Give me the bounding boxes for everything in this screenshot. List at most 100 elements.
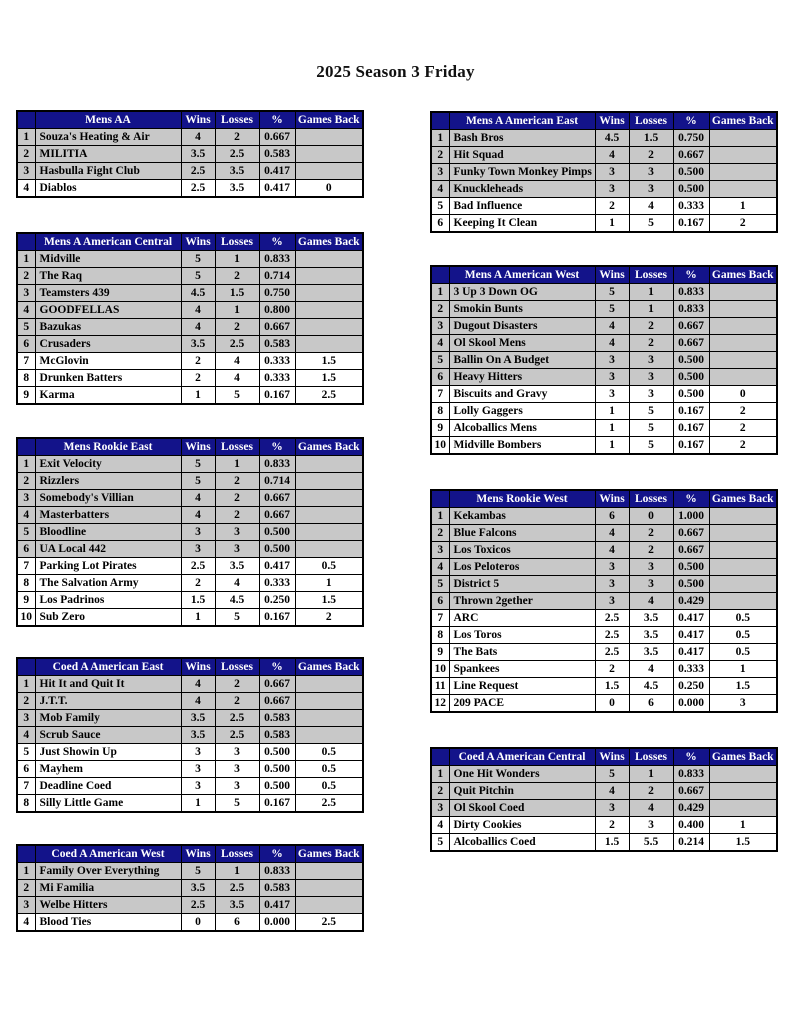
team-cell: Alcoballics Mens bbox=[448, 419, 596, 437]
standings-table: Mens A American East Wins Losses % Games… bbox=[430, 111, 778, 233]
pct-cell: 0.167 bbox=[258, 608, 296, 627]
team-cell: Heavy Hitters bbox=[448, 368, 596, 386]
losses-cell: 3.5 bbox=[214, 179, 260, 198]
header-rank-cell bbox=[16, 437, 36, 456]
wins-cell: 2 bbox=[180, 352, 216, 370]
losses-cell: 3 bbox=[628, 368, 674, 386]
losses-cell: 1.5 bbox=[628, 129, 674, 147]
wins-cell: 3.5 bbox=[180, 335, 216, 353]
losses-cell: 3 bbox=[214, 777, 260, 795]
wins-cell: 1 bbox=[594, 436, 630, 455]
standings-table: Mens Rookie West Wins Losses % Games Bac… bbox=[430, 489, 778, 713]
table-header-row: Mens Rookie West Wins Losses % Games Bac… bbox=[430, 489, 778, 508]
team-cell: Midville bbox=[34, 250, 182, 268]
team-cell: One Hit Wonders bbox=[448, 765, 596, 783]
losses-cell: 2 bbox=[628, 782, 674, 800]
rank-cell: 4 bbox=[430, 334, 450, 352]
rank-cell: 5 bbox=[430, 197, 450, 215]
games-back-cell bbox=[708, 317, 778, 335]
rank-cell: 3 bbox=[16, 284, 36, 302]
wins-cell: 3 bbox=[594, 385, 630, 403]
pct-cell: 0.583 bbox=[258, 726, 296, 744]
wins-cell: 1.5 bbox=[594, 833, 630, 852]
wins-cell: 4 bbox=[594, 541, 630, 559]
wins-cell: 6 bbox=[594, 507, 630, 525]
wins-cell: 2.5 bbox=[180, 557, 216, 575]
table-row: 12 209 PACE 0 6 0.000 3 bbox=[430, 694, 778, 713]
header-wins-cell: Wins bbox=[594, 265, 630, 284]
pct-cell: 0.500 bbox=[258, 760, 296, 778]
table-row: 9 Karma 1 5 0.167 2.5 bbox=[16, 386, 364, 405]
pct-cell: 0.333 bbox=[672, 660, 710, 678]
team-cell: Los Padrinos bbox=[34, 591, 182, 609]
pct-cell: 1.000 bbox=[672, 507, 710, 525]
rank-cell: 2 bbox=[430, 300, 450, 318]
table-row: 1 Kekambas 6 0 1.000 bbox=[430, 507, 778, 525]
losses-cell: 3.5 bbox=[628, 626, 674, 644]
rank-cell: 9 bbox=[430, 419, 450, 437]
games-back-cell bbox=[708, 524, 778, 542]
pct-cell: 0.667 bbox=[672, 524, 710, 542]
games-back-cell: 2 bbox=[708, 214, 778, 233]
games-back-cell: 0.5 bbox=[708, 626, 778, 644]
table-row: 6 Mayhem 3 3 0.500 0.5 bbox=[16, 760, 364, 778]
losses-cell: 3 bbox=[628, 575, 674, 593]
pct-cell: 0.333 bbox=[258, 574, 296, 592]
wins-cell: 4 bbox=[594, 782, 630, 800]
pct-cell: 0.500 bbox=[672, 385, 710, 403]
team-cell: Bloodline bbox=[34, 523, 182, 541]
wins-cell: 3 bbox=[180, 777, 216, 795]
rank-cell: 3 bbox=[16, 489, 36, 507]
table-row: 8 The Salvation Army 2 4 0.333 1 bbox=[16, 574, 364, 592]
header-division-cell: Mens A American Central bbox=[34, 232, 182, 251]
team-cell: Teamsters 439 bbox=[34, 284, 182, 302]
wins-cell: 3 bbox=[180, 540, 216, 558]
games-back-cell bbox=[294, 692, 364, 710]
games-back-cell bbox=[294, 489, 364, 507]
rank-cell: 10 bbox=[16, 608, 36, 627]
rank-cell: 1 bbox=[430, 283, 450, 301]
table-header-row: Mens A American East Wins Losses % Games… bbox=[430, 111, 778, 130]
table-row: 10 Midville Bombers 1 5 0.167 2 bbox=[430, 436, 778, 455]
losses-cell: 2 bbox=[214, 506, 260, 524]
losses-cell: 5 bbox=[628, 436, 674, 455]
pct-cell: 0.833 bbox=[672, 300, 710, 318]
team-cell: The Bats bbox=[448, 643, 596, 661]
losses-cell: 3.5 bbox=[628, 643, 674, 661]
games-back-cell bbox=[708, 782, 778, 800]
header-losses-cell: Losses bbox=[214, 232, 260, 251]
pct-cell: 0.500 bbox=[258, 523, 296, 541]
team-cell: Funky Town Monkey Pimps bbox=[448, 163, 596, 181]
losses-cell: 4 bbox=[628, 592, 674, 610]
team-cell: Los Toxicos bbox=[448, 541, 596, 559]
wins-cell: 4 bbox=[594, 334, 630, 352]
losses-cell: 4 bbox=[214, 369, 260, 387]
rank-cell: 4 bbox=[16, 301, 36, 319]
team-cell: Just Showin Up bbox=[34, 743, 182, 761]
rank-cell: 3 bbox=[16, 896, 36, 914]
losses-cell: 5 bbox=[214, 386, 260, 405]
pct-cell: 0.833 bbox=[672, 283, 710, 301]
header-wins-cell: Wins bbox=[594, 111, 630, 130]
header-pct-cell: % bbox=[672, 265, 710, 284]
team-cell: MILITIA bbox=[34, 145, 182, 163]
rank-cell: 5 bbox=[16, 743, 36, 761]
header-wins-cell: Wins bbox=[180, 232, 216, 251]
pct-cell: 0.500 bbox=[258, 777, 296, 795]
table-header-row: Coed A American West Wins Losses % Games… bbox=[16, 844, 364, 863]
header-losses-cell: Losses bbox=[214, 437, 260, 456]
wins-cell: 3 bbox=[594, 163, 630, 181]
pct-cell: 0.167 bbox=[672, 419, 710, 437]
pct-cell: 0.714 bbox=[258, 472, 296, 490]
games-back-cell: 0 bbox=[708, 385, 778, 403]
pct-cell: 0.667 bbox=[258, 489, 296, 507]
losses-cell: 4 bbox=[628, 799, 674, 817]
games-back-cell bbox=[708, 799, 778, 817]
standings-table: Mens A American Central Wins Losses % Ga… bbox=[16, 232, 364, 405]
games-back-cell: 2.5 bbox=[294, 794, 364, 813]
pct-cell: 0.667 bbox=[258, 692, 296, 710]
losses-cell: 2 bbox=[628, 317, 674, 335]
pct-cell: 0.667 bbox=[672, 334, 710, 352]
wins-cell: 2.5 bbox=[594, 626, 630, 644]
table-row: 4 Dirty Cookies 2 3 0.400 1 bbox=[430, 816, 778, 834]
